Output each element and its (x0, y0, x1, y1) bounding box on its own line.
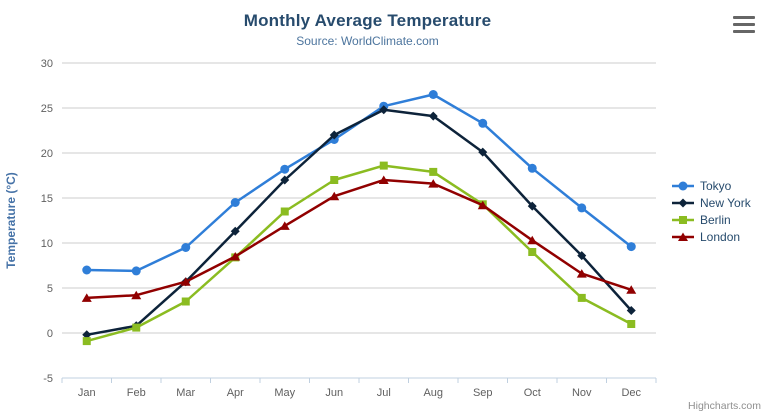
x-axis-tick-label: Nov (572, 387, 592, 399)
x-axis-tick-label: Mar (176, 387, 195, 399)
series-point-london[interactable] (131, 290, 142, 300)
series-new-york (82, 105, 636, 340)
series-point-tokyo[interactable] (230, 198, 240, 207)
series-point-berlin[interactable] (280, 207, 289, 216)
series-point-london[interactable] (279, 221, 290, 230)
legend-item-tokyo[interactable]: Tokyo (671, 177, 751, 194)
series-point-berlin[interactable] (181, 297, 190, 306)
hamburger-icon (733, 16, 755, 19)
series-point-berlin[interactable] (429, 167, 438, 176)
triangle-series-marker-icon (672, 232, 694, 241)
series-point-london[interactable] (626, 285, 637, 294)
y-axis-tick-label: 0 (47, 328, 53, 340)
x-axis-tick-label: Feb (127, 387, 146, 399)
series-point-london[interactable] (378, 175, 389, 185)
legend-item-label: Berlin (700, 212, 731, 227)
chart-title: Monthly Average Temperature (243, 11, 492, 30)
x-axis-tick-label: Aug (423, 387, 443, 399)
legend-item-label: New York (700, 195, 751, 210)
series-point-berlin[interactable] (627, 320, 636, 328)
series-point-london[interactable] (576, 269, 587, 278)
series-point-tokyo[interactable] (181, 243, 191, 252)
square-series-marker-icon (672, 215, 694, 224)
triangle-marker-glyph (678, 232, 688, 241)
y-axis-tick-label: -5 (43, 373, 53, 385)
y-axis-title: Temperature (°C) (4, 172, 18, 269)
series-point-new-york[interactable] (626, 306, 636, 315)
chart-subtitle: Source: WorldClimate.com (296, 34, 439, 48)
diamond-marker-glyph (678, 198, 688, 207)
series-point-tokyo[interactable] (131, 266, 141, 276)
series-point-berlin[interactable] (379, 161, 388, 170)
series-point-london[interactable] (180, 277, 191, 286)
series-point-new-york[interactable] (527, 201, 537, 211)
series-point-tokyo[interactable] (626, 242, 636, 252)
series-point-tokyo[interactable] (280, 164, 290, 174)
y-axis-tick-label: 20 (41, 148, 53, 160)
series-point-tokyo[interactable] (577, 203, 587, 213)
square-marker-glyph (679, 215, 687, 224)
series-point-new-york[interactable] (577, 251, 587, 261)
series-point-new-york[interactable] (478, 147, 488, 157)
x-axis-tick-label: Apr (227, 387, 244, 399)
series-point-berlin[interactable] (82, 337, 91, 346)
y-axis-tick-label: 30 (41, 58, 53, 70)
series-point-london[interactable] (428, 179, 439, 188)
diamond-series-marker-icon (672, 198, 694, 207)
series-tokyo (82, 90, 636, 276)
y-axis-tick-label: 5 (47, 283, 53, 295)
x-axis-tick-label: Jun (325, 387, 343, 399)
series-point-london[interactable] (230, 252, 241, 261)
circle-series-marker-icon (672, 181, 694, 190)
series-point-london[interactable] (527, 235, 538, 245)
series-point-berlin[interactable] (577, 293, 586, 302)
series-london (81, 175, 637, 302)
legend-item-london[interactable]: London (671, 228, 751, 245)
x-axis-tick-label: Jul (377, 387, 391, 399)
series-point-tokyo[interactable] (428, 90, 438, 99)
y-axis-tick-label: 25 (41, 103, 53, 115)
context-menu-button[interactable] (733, 16, 757, 33)
legend-item-label: London (700, 229, 741, 244)
series-point-new-york[interactable] (280, 175, 290, 185)
series-point-tokyo[interactable] (478, 118, 488, 128)
series-point-london[interactable] (329, 191, 340, 201)
series-line-tokyo (85, 93, 633, 273)
x-axis-tick-label: May (274, 387, 295, 399)
series-point-new-york[interactable] (379, 105, 389, 115)
series-point-london[interactable] (477, 200, 488, 210)
x-axis-tick-label: Jan (78, 387, 96, 399)
y-axis-tick-label: 15 (41, 193, 53, 205)
series-point-new-york[interactable] (230, 226, 240, 236)
x-axis-tick-label: Oct (524, 387, 541, 399)
x-axis-tick-label: Sep (473, 387, 493, 399)
series-point-london[interactable] (81, 293, 92, 302)
series-line-new-york (85, 108, 633, 337)
x-axis-tick-label: Dec (621, 387, 641, 399)
series-point-new-york[interactable] (428, 111, 438, 121)
series-point-new-york[interactable] (82, 330, 92, 340)
series-line-london (85, 178, 633, 300)
legend-item-berlin[interactable]: Berlin (671, 211, 751, 228)
series-point-berlin[interactable] (330, 176, 339, 184)
series-point-tokyo[interactable] (527, 163, 537, 173)
series-point-new-york[interactable] (329, 130, 339, 140)
series-point-tokyo[interactable] (82, 265, 92, 275)
legend-item-label: Tokyo (700, 178, 732, 193)
series-point-berlin[interactable] (132, 323, 141, 332)
series-line-berlin (85, 164, 633, 343)
credits-link[interactable]: Highcharts.com (688, 400, 761, 412)
legend: Tokyo New York Berlin London (671, 177, 751, 245)
circle-marker-glyph (678, 181, 688, 190)
series-point-berlin[interactable] (528, 248, 537, 256)
y-axis-tick-label: 10 (41, 238, 53, 250)
legend-item-new-york[interactable]: New York (671, 194, 751, 211)
